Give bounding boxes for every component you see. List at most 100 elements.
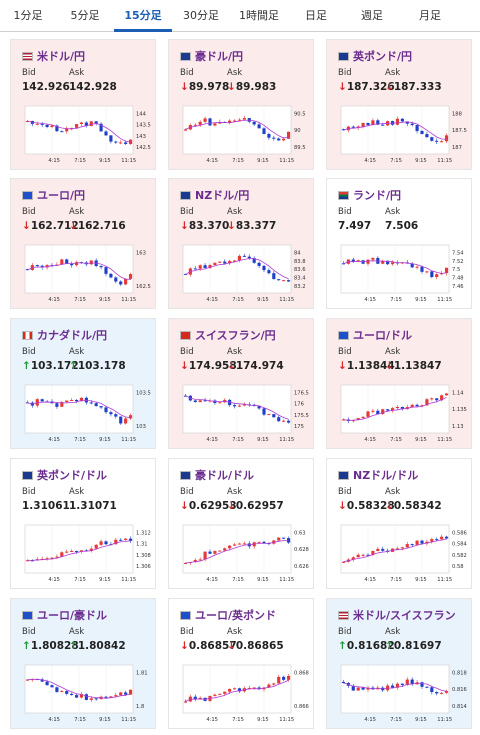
tab-5[interactable]: 日足 (305, 9, 327, 22)
tab-3[interactable]: 30分足 (183, 9, 219, 22)
pair-title-link[interactable]: NZドル/円 (180, 187, 249, 203)
mini-chart[interactable]: 163 162.5 4:15 7:15 9:15 11:15 (17, 241, 153, 308)
pair-title-link[interactable]: 豪ドル/円 (180, 48, 243, 64)
candle (203, 551, 207, 560)
rate-card[interactable]: 英ポンド/ドル Bid Ask 1.31061 1.31071 1.312 1.31 1.30… (10, 458, 156, 589)
x-tick-label: 9:15 (415, 158, 427, 164)
candle (89, 402, 93, 404)
candle (381, 260, 385, 264)
mini-chart[interactable]: 84 83.8 83.6 83.4 83.2 4:15 7:15 9:15 11:15 (175, 241, 311, 308)
candle (257, 406, 261, 409)
candle (277, 138, 281, 141)
y-tick-label: 143.5 (136, 123, 151, 129)
flag-icon (180, 330, 191, 340)
candle (420, 130, 424, 135)
pair-title-link[interactable]: NZドル/ドル (338, 467, 418, 483)
candle (376, 120, 380, 125)
candle (410, 123, 414, 126)
rate-card[interactable]: 米ドル/円 Bid Ask 142.926 142.928 144 143.5 143 142.… (10, 39, 156, 170)
pair-title-link[interactable]: 米ドル/スイスフラン (338, 607, 456, 623)
y-tick-label: 83.8 (294, 259, 306, 265)
flag-icon (180, 190, 191, 200)
candle (425, 134, 429, 138)
candle (272, 683, 276, 685)
x-tick-label: 9:15 (415, 437, 427, 443)
pair-title-link[interactable]: 米ドル/円 (22, 48, 85, 64)
tab-0[interactable]: 1分足 (13, 9, 43, 22)
pair-title-link[interactable]: ユーロ/英ポンド (180, 607, 276, 623)
pair-title-link[interactable]: カナダドル/円 (22, 327, 107, 343)
bid-value: ↓0.62953 (180, 500, 237, 512)
candle (425, 271, 429, 273)
mini-chart[interactable]: 0.868 0.866 4:15 7:15 9:15 11:15 (175, 661, 311, 728)
tab-7[interactable]: 月足 (419, 9, 441, 22)
rate-card[interactable]: NZドル/ドル Bid Ask ↓0.58328 ↓0.58342 0.586 0.584 0… (326, 458, 472, 589)
mini-chart[interactable]: 1.81 1.8 4:15 7:15 9:15 11:15 (17, 661, 153, 728)
candle (119, 692, 123, 696)
candle (35, 265, 39, 267)
chart-svg: 1.14 1.135 1.13 4:15 7:15 9:15 11:15 (340, 384, 467, 443)
candle (74, 695, 79, 698)
y-tick-label: 1.81 (136, 670, 148, 676)
candle (109, 273, 113, 278)
mini-chart[interactable]: 144 143.5 143 142.5 4:15 7:15 9:15 11:15 (17, 102, 153, 169)
arrow-up-icon: ↑ (338, 640, 347, 652)
tab-6[interactable]: 週足 (361, 9, 383, 22)
mini-chart[interactable]: 90.5 90 89.5 4:15 7:15 9:15 11:15 (175, 102, 311, 169)
candle (203, 400, 207, 402)
mini-chart[interactable]: 0.586 0.584 0.582 0.58 4:15 7:15 9:15 11:15 (333, 521, 469, 588)
y-tick-label: 1.8 (136, 704, 144, 710)
tab-1[interactable]: 5分足 (70, 9, 100, 22)
rate-card[interactable]: ユーロ/円 Bid Ask ↓162.712 ↓162.716 163 162.5 4:15 7… (10, 178, 156, 309)
pair-title-link[interactable]: 豪ドル/ドル (180, 467, 254, 483)
mini-chart[interactable]: 0.63 0.628 0.626 4:15 7:15 9:15 11:15 (175, 521, 311, 588)
mini-chart[interactable]: 176.5 176 175.5 175 4:15 7:15 9:15 11:15 (175, 381, 311, 448)
candle (361, 554, 365, 556)
candle (415, 125, 419, 131)
y-tick-label: 1.31 (136, 542, 148, 548)
rate-card[interactable]: ランド/円 Bid Ask 7.497 7.506 7.54 7.52 7.5 7.48 7.46… (326, 178, 472, 309)
rate-card[interactable]: ユーロ/豪ドル Bid Ask ↑1.80828 ↑1.80842 1.81 1.8 4:15… (10, 598, 156, 729)
candle (267, 133, 271, 138)
tab-2[interactable]: 15分足 (114, 0, 172, 32)
candle (124, 692, 128, 695)
candle (257, 687, 261, 690)
pair-title-link[interactable]: スイスフラン/円 (180, 327, 276, 343)
y-tick-label: 175.5 (294, 413, 309, 419)
pair-title-link[interactable]: 英ポンド/ドル (22, 467, 107, 483)
candle (60, 402, 64, 407)
arrow-down-icon: ↓ (69, 220, 78, 232)
pair-title-link[interactable]: ユーロ/豪ドル (22, 607, 107, 623)
candle (371, 687, 375, 690)
mini-chart[interactable]: 1.312 1.31 1.308 1.306 4:15 7:15 9:15 11:15 (17, 521, 153, 588)
rate-card[interactable]: 米ドル/スイスフラン Bid Ask ↑0.81682 ↑0.81697 0.818 0.8… (326, 598, 472, 729)
candle (356, 126, 360, 128)
chart-svg: 0.63 0.628 0.626 4:15 7:15 9:15 11:15 (182, 524, 309, 583)
candle (237, 405, 242, 407)
pair-name: 米ドル/円 (37, 50, 86, 63)
candle (390, 408, 395, 411)
rate-card[interactable]: 英ポンド/円 Bid Ask ↓187.326 ↓187.333 188 187.5 187 4… (326, 39, 472, 170)
rate-card[interactable]: 豪ドル/円 Bid Ask ↓89.978 ↓89.983 90.5 90 89.5 4:15 7… (168, 39, 314, 170)
ask-value: ↑0.81697 (385, 640, 442, 652)
mini-chart[interactable]: 103.5 103 4:15 7:15 9:15 11:15 (17, 381, 153, 448)
rate-card[interactable]: 豪ドル/ドル Bid Ask ↓0.62953 ↓0.62957 0.63 0.628 0.6… (168, 458, 314, 589)
pair-title-link[interactable]: ランド/円 (338, 187, 401, 203)
mini-chart[interactable]: 188 187.5 187 4:15 7:15 9:15 11:15 (333, 102, 469, 169)
rate-card[interactable]: スイスフラン/円 Bid Ask ↓174.958 ↓174.974 176.5 176 17… (168, 318, 314, 449)
pair-title-link[interactable]: 英ポンド/円 (338, 48, 412, 64)
pair-title-link[interactable]: ユーロ/円 (22, 187, 85, 203)
rate-card[interactable]: ユーロ/ドル Bid Ask ↓1.13844 ↓1.13847 1.14 1.135 1.1… (326, 318, 472, 449)
tab-4[interactable]: 1時間足 (239, 9, 279, 22)
arrow-down-icon: ↓ (385, 500, 394, 512)
rate-card[interactable]: NZドル/円 Bid Ask ↓83.370 ↓83.377 84 83.8 83.6 83.4… (168, 178, 314, 309)
pair-title-link[interactable]: ユーロ/ドル (338, 327, 412, 343)
mini-chart[interactable]: 1.14 1.135 1.13 4:15 7:15 9:15 11:15 (333, 381, 469, 448)
mini-chart[interactable]: 0.818 0.816 0.814 4:15 7:15 9:15 11:15 (333, 661, 469, 728)
bid-value: 142.926 (22, 81, 70, 93)
bid-value: ↓174.958 (180, 360, 237, 372)
mini-chart[interactable]: 7.54 7.52 7.5 7.48 7.46 4:15 7:15 9:15 11:15 (333, 241, 469, 308)
candle (70, 399, 74, 401)
rate-card[interactable]: ユーロ/英ポンド Bid Ask ↓0.86857 ↓0.86865 0.868 0.866… (168, 598, 314, 729)
rate-card[interactable]: カナダドル/円 Bid Ask ↑103.172 ↑103.178 103.5 103 4:1… (10, 318, 156, 449)
